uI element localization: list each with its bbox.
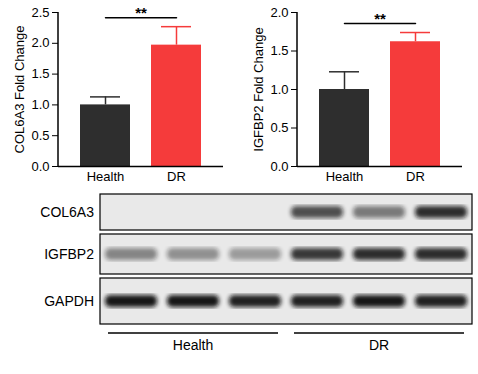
svg-text:**: **: [135, 4, 147, 21]
svg-text:Health: Health: [87, 169, 125, 184]
svg-text:2.0: 2.0: [31, 35, 49, 50]
svg-text:0.5: 0.5: [31, 128, 49, 143]
svg-text:IGFBP2: IGFBP2: [44, 246, 94, 262]
svg-text:0.5: 0.5: [270, 120, 288, 135]
svg-text:1.5: 1.5: [270, 43, 288, 58]
svg-text:0.0: 0.0: [270, 159, 288, 174]
svg-text:Health: Health: [173, 337, 213, 353]
svg-text:2.5: 2.5: [31, 5, 49, 20]
svg-text:0.0: 0.0: [31, 159, 49, 174]
svg-text:GAPDH: GAPDH: [44, 293, 94, 309]
svg-text:1.0: 1.0: [31, 97, 49, 112]
svg-text:DR: DR: [167, 169, 186, 184]
svg-text:1.5: 1.5: [31, 66, 49, 81]
svg-text:1.0: 1.0: [270, 82, 288, 97]
svg-text:COL6A3 Fold Change: COL6A3 Fold Change: [12, 26, 27, 154]
svg-text:COL6A3: COL6A3: [40, 204, 94, 220]
svg-text:2.0: 2.0: [270, 5, 288, 20]
svg-text:IGFBP2 Fold Change: IGFBP2 Fold Change: [251, 27, 266, 151]
svg-text:Health: Health: [326, 169, 364, 184]
svg-text:**: **: [374, 10, 386, 27]
svg-text:DR: DR: [406, 169, 425, 184]
svg-text:DR: DR: [369, 337, 389, 353]
